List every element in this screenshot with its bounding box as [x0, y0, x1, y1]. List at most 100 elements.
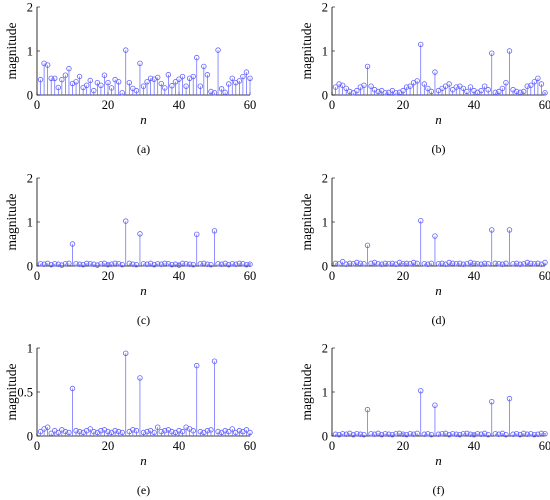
data-point — [542, 431, 548, 437]
data-point — [197, 261, 203, 267]
data-point — [115, 428, 122, 435]
data-point — [435, 261, 442, 267]
data-point — [222, 428, 228, 434]
data-point — [521, 430, 527, 437]
data-point — [513, 431, 520, 437]
data-point — [112, 428, 118, 434]
x-tick-label: 40 — [173, 269, 186, 283]
data-point — [197, 83, 203, 89]
data-point — [73, 428, 79, 434]
data-point — [361, 261, 367, 267]
data-point — [453, 84, 459, 90]
data-point — [343, 261, 349, 267]
data-point — [208, 427, 214, 433]
data-point — [62, 261, 69, 267]
data-point — [215, 428, 221, 435]
data-point — [339, 82, 346, 89]
data-point — [347, 88, 353, 95]
data-point — [169, 83, 175, 89]
data-point — [364, 63, 371, 70]
data-point — [528, 260, 534, 267]
data-point — [332, 260, 339, 267]
data-point — [467, 84, 474, 90]
data-point — [158, 80, 164, 87]
data-point — [247, 75, 253, 81]
data-point — [98, 428, 104, 434]
data-point — [414, 78, 420, 84]
data-point — [506, 48, 513, 54]
data-point — [240, 261, 246, 267]
data-point — [513, 260, 520, 267]
data-point — [478, 261, 484, 267]
y-axis-label: magnitude — [4, 194, 19, 251]
data-point — [375, 261, 381, 267]
data-point — [204, 261, 211, 267]
data-point — [105, 261, 111, 268]
y-axis-label: magnitude — [4, 364, 19, 421]
data-point — [197, 428, 203, 435]
data-point — [204, 72, 211, 78]
data-point — [201, 63, 207, 70]
data-point — [464, 430, 470, 437]
x-tick-label: 20 — [102, 269, 115, 283]
x-tick-label: 40 — [173, 439, 186, 453]
data-point — [521, 261, 527, 267]
data-point — [457, 431, 463, 438]
data-point — [432, 402, 438, 408]
y-tick-label: 0.5 — [17, 386, 33, 400]
panel-label: (f) — [433, 483, 445, 497]
data-point — [194, 362, 200, 369]
data-point — [407, 431, 413, 437]
data-point — [396, 430, 403, 437]
data-point — [492, 260, 498, 267]
data-point — [496, 88, 502, 95]
data-point — [133, 428, 140, 434]
data-point — [485, 87, 491, 93]
data-point — [165, 261, 172, 267]
data-point — [190, 261, 196, 268]
y-axis-label: magnitude — [299, 364, 314, 421]
data-point — [37, 76, 44, 83]
data-point — [354, 431, 360, 437]
data-point — [108, 85, 115, 91]
x-tick-label: 60 — [539, 98, 550, 112]
data-point — [94, 79, 101, 86]
data-point — [126, 260, 132, 267]
data-point — [158, 261, 164, 267]
data-point — [371, 431, 378, 437]
data-point — [119, 429, 125, 436]
data-point — [489, 398, 495, 405]
data-point — [414, 260, 420, 267]
data-point — [48, 261, 54, 268]
data-point — [154, 424, 161, 430]
data-point — [123, 350, 129, 356]
panel-label: (b) — [432, 142, 446, 156]
data-point — [140, 83, 147, 89]
y-tick-label: 2 — [322, 172, 328, 186]
data-point — [492, 431, 498, 437]
data-point — [66, 65, 72, 72]
x-tick-label: 0 — [329, 98, 335, 112]
axes-frame — [36, 178, 250, 267]
data-point — [59, 262, 65, 268]
data-point — [225, 261, 232, 268]
y-tick-label: 0 — [322, 89, 328, 103]
data-point — [347, 430, 353, 437]
data-point — [357, 260, 364, 267]
data-point — [144, 261, 150, 267]
data-point — [517, 431, 523, 438]
data-point — [453, 261, 459, 267]
data-point — [147, 260, 154, 267]
data-point — [115, 261, 122, 267]
data-point — [535, 431, 541, 437]
axes-frame — [331, 178, 545, 267]
data-point — [208, 261, 214, 268]
data-point — [432, 233, 438, 239]
panel-label: (e) — [137, 483, 150, 497]
data-point — [538, 81, 545, 87]
data-point — [62, 72, 69, 78]
data-point — [538, 430, 545, 437]
data-point — [190, 73, 196, 80]
data-point — [354, 87, 360, 94]
